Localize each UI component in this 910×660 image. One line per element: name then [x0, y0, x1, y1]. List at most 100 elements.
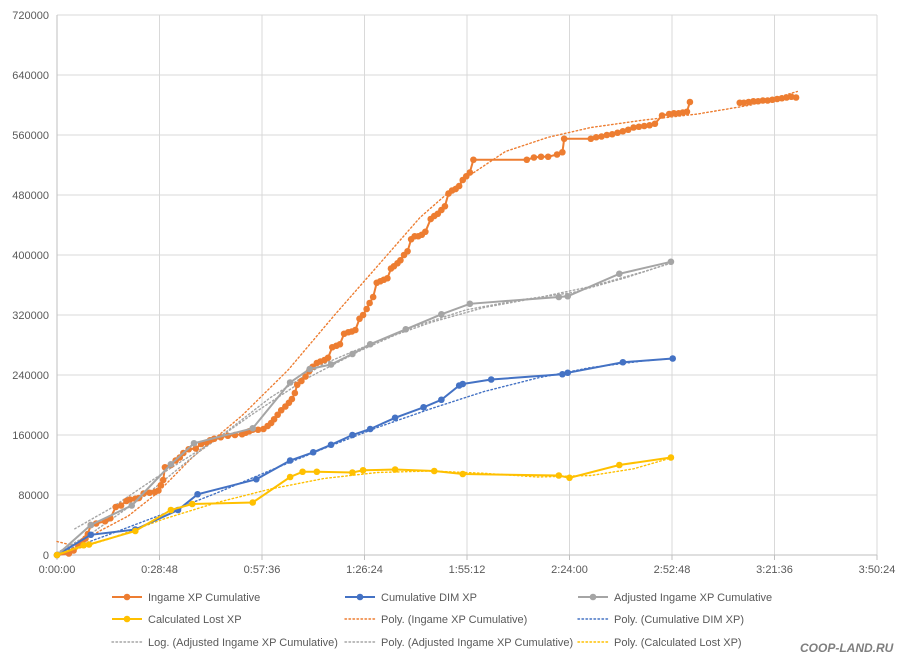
data-point — [87, 531, 95, 539]
data-point — [459, 470, 467, 478]
y-tick-label: 160000 — [12, 430, 49, 442]
data-point — [616, 461, 623, 469]
data-point — [349, 469, 356, 476]
data-point — [530, 154, 538, 161]
data-point — [324, 354, 332, 362]
data-point — [254, 426, 262, 434]
data-point — [146, 489, 153, 497]
data-point — [249, 424, 257, 432]
data-point — [559, 370, 566, 378]
data-point — [619, 358, 627, 366]
data-point — [658, 112, 666, 119]
legend-swatch-marker — [589, 593, 597, 601]
data-point — [667, 258, 675, 266]
series-line — [56, 260, 672, 556]
data-point — [651, 120, 659, 128]
data-point — [391, 414, 399, 422]
data-point — [159, 476, 167, 484]
data-point — [112, 503, 120, 511]
data-point — [759, 97, 767, 104]
data-point — [309, 448, 317, 456]
legend-item: Poly. (Ingame XP Cumulative) — [344, 614, 527, 626]
legend-label: Poly. (Cumulative DIM XP) — [614, 614, 744, 626]
legend-item: Log. (Adjusted Ingame XP Cumulative) — [111, 637, 338, 649]
data-point — [306, 365, 313, 373]
data-point — [553, 151, 561, 158]
data-point — [470, 156, 477, 164]
data-point — [286, 379, 294, 386]
data-point — [455, 182, 463, 190]
y-tick-label: 80000 — [18, 490, 49, 502]
data-point — [126, 496, 134, 503]
series-line — [56, 95, 797, 556]
data-point — [249, 499, 257, 506]
data-point — [438, 396, 445, 404]
data-point — [384, 274, 391, 282]
data-point — [167, 506, 175, 514]
data-point — [117, 502, 125, 509]
data-point — [598, 133, 605, 140]
data-point — [670, 109, 678, 117]
legend-swatch-marker — [123, 615, 131, 623]
legend-label: Adjusted Ingame XP Cumulative — [614, 592, 772, 604]
data-point — [327, 361, 335, 368]
data-point — [430, 467, 438, 475]
series-group — [53, 454, 675, 559]
data-point — [667, 454, 675, 461]
legend-label: Poly. (Adjusted Ingame XP Cumulative) — [381, 637, 573, 649]
y-tick-label: 720000 — [12, 10, 49, 22]
data-point — [564, 292, 572, 300]
x-tick-label: 1:26:24 — [346, 564, 383, 576]
data-point — [128, 502, 136, 509]
data-point — [564, 369, 572, 377]
data-point — [792, 94, 800, 101]
y-tick-label: 320000 — [12, 310, 49, 322]
legend-label: Log. (Adjusted Ingame XP Cumulative) — [148, 637, 338, 649]
data-point — [192, 445, 200, 452]
legend-item: Adjusted Ingame XP Cumulative — [578, 592, 772, 604]
data-point — [313, 468, 321, 476]
legend-swatch-marker — [356, 593, 364, 601]
data-point — [614, 129, 621, 137]
y-tick-label: 640000 — [12, 70, 49, 82]
data-point — [619, 127, 627, 135]
x-tick-label: 2:24:00 — [551, 564, 588, 576]
x-tick-label: 0:00:00 — [39, 564, 76, 576]
data-point — [603, 131, 611, 139]
data-point — [349, 350, 356, 358]
data-point — [391, 466, 399, 473]
data-point — [420, 403, 427, 411]
data-point — [466, 300, 474, 308]
data-point — [274, 411, 281, 419]
data-point — [157, 481, 165, 489]
data-point — [155, 487, 162, 494]
data-point — [167, 460, 175, 468]
data-point — [750, 97, 757, 105]
data-point — [669, 355, 677, 362]
data-point — [523, 156, 531, 164]
legend-item: Ingame XP Cumulative — [112, 592, 260, 604]
data-point — [422, 228, 429, 236]
data-point — [438, 310, 445, 318]
data-point — [646, 121, 653, 129]
trendlines — [56, 90, 798, 556]
y-tick-label: 240000 — [12, 370, 49, 382]
trendline — [74, 261, 674, 530]
data-point — [560, 135, 568, 143]
legend-item: Calculated Lost XP — [112, 614, 242, 626]
data-point — [397, 256, 404, 264]
trendline — [56, 90, 798, 547]
data-point — [298, 377, 305, 385]
data-point — [366, 425, 374, 433]
legend: Ingame XP Cumulative Cumulative DIM XP Adj… — [111, 592, 772, 649]
data-point — [291, 389, 299, 397]
data-point — [555, 472, 563, 479]
legend-label: Poly. (Ingame XP Cumulative) — [381, 614, 527, 626]
legend-item: Cumulative DIM XP — [345, 592, 477, 604]
data-point — [299, 468, 306, 476]
legend-item: Poly. (Cumulative DIM XP) — [577, 614, 744, 626]
data-point — [441, 202, 449, 210]
data-point — [402, 325, 410, 333]
data-point — [404, 247, 411, 255]
series-lines — [53, 93, 800, 559]
